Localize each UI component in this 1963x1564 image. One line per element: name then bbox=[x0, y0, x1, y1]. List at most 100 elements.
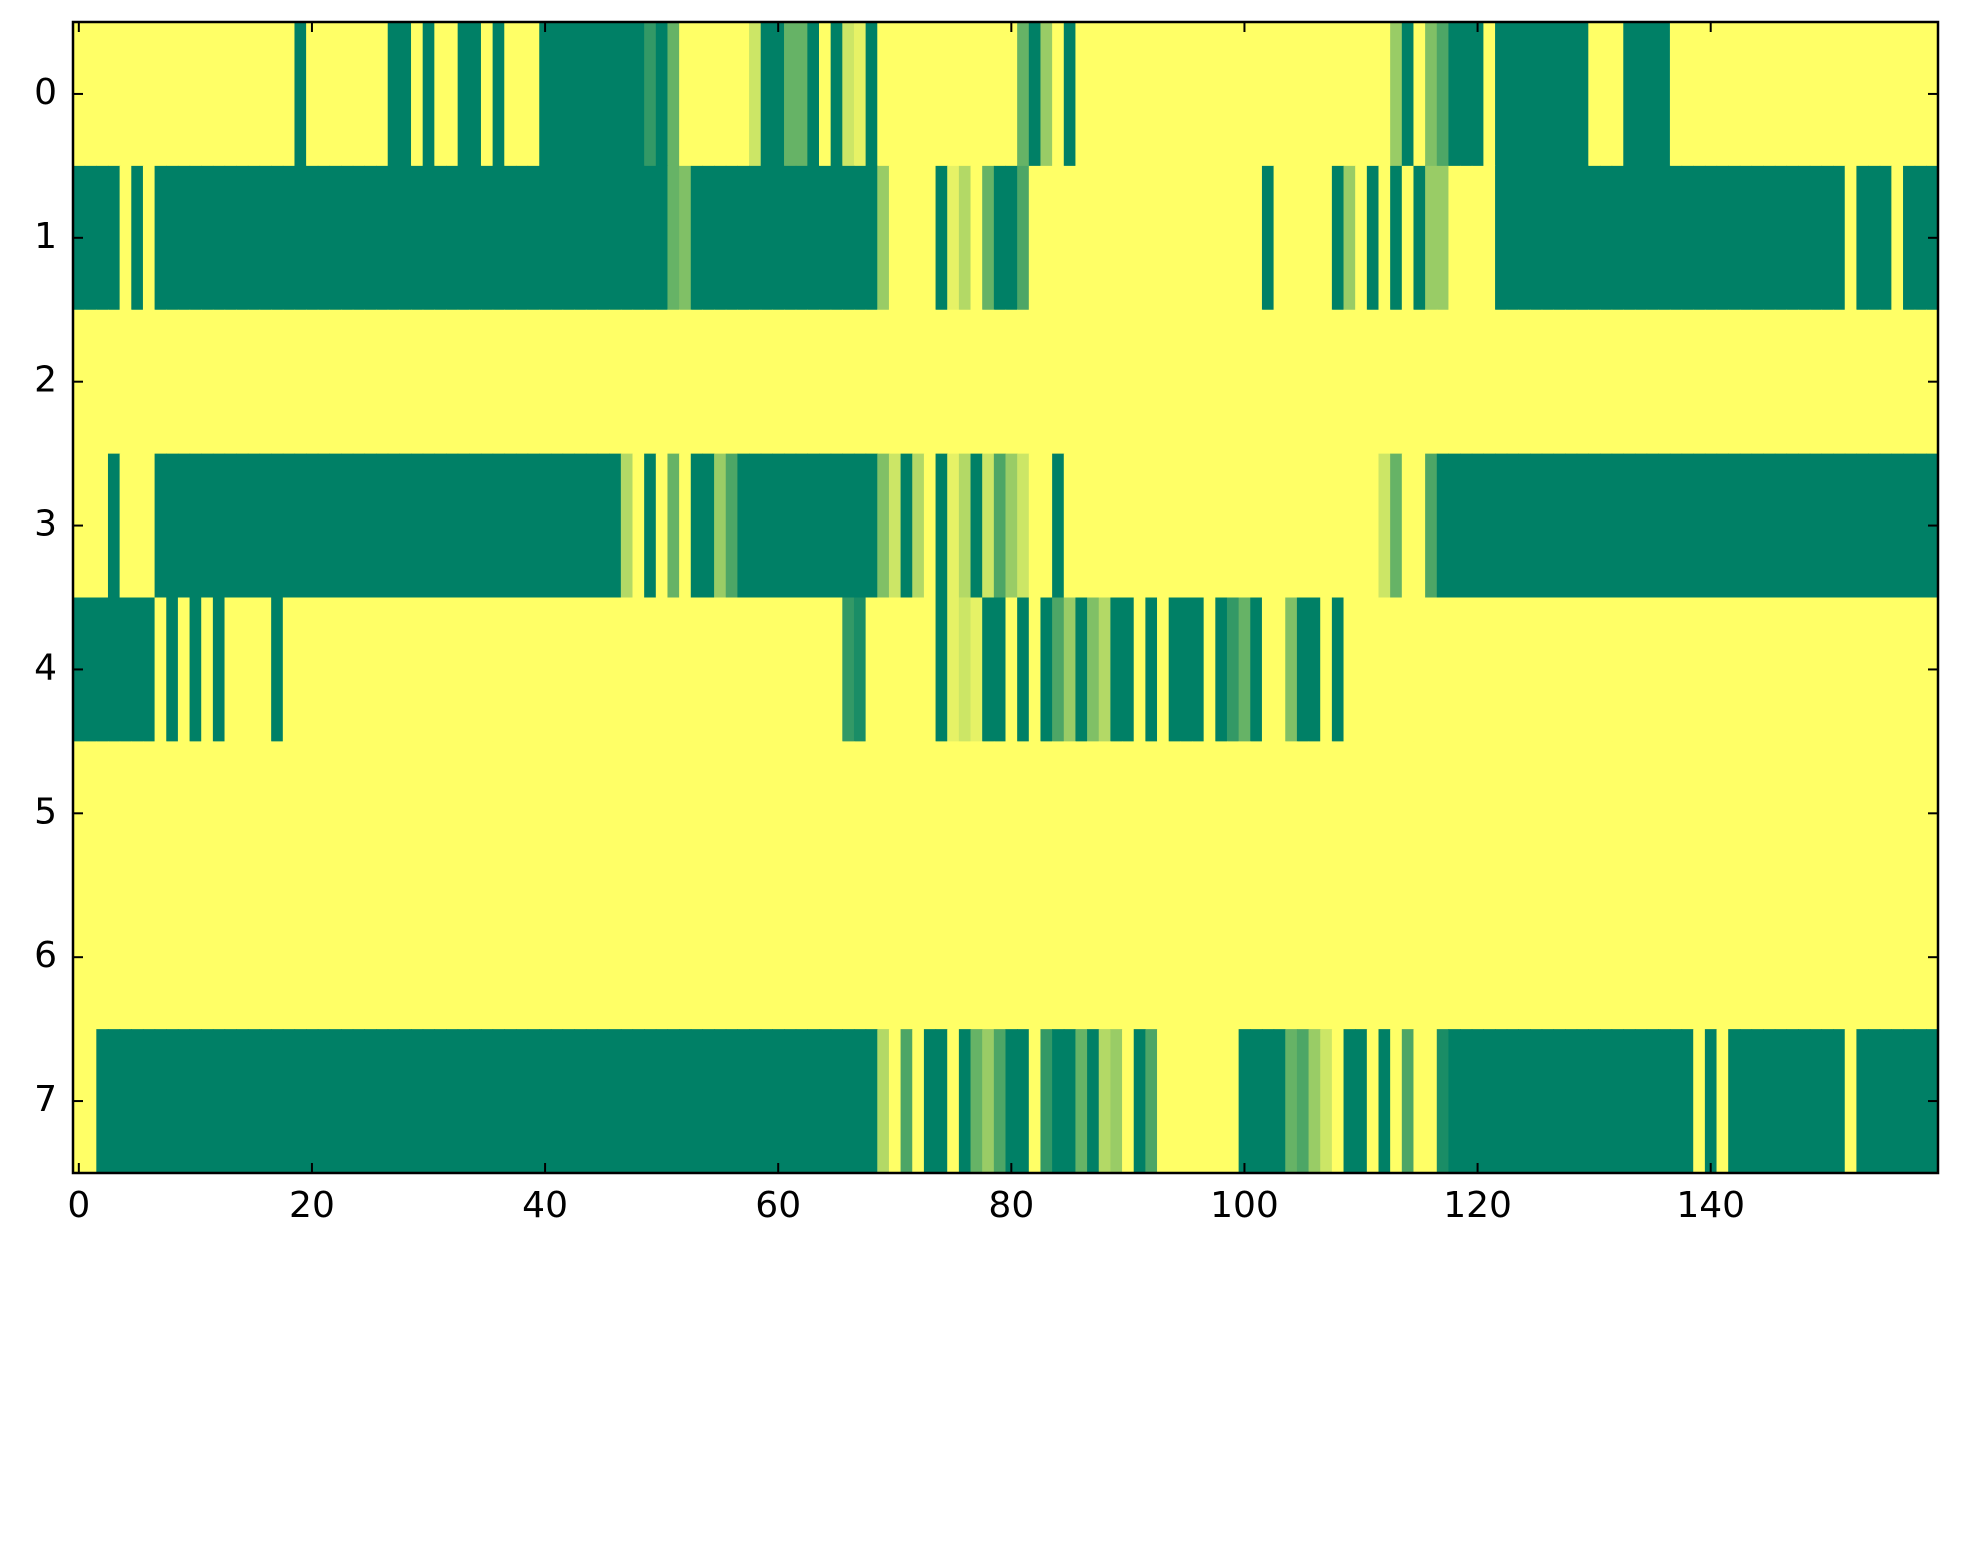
cell bbox=[224, 885, 237, 1030]
cell bbox=[1681, 165, 1694, 311]
cell bbox=[1599, 741, 1613, 886]
cell bbox=[853, 597, 867, 742]
cell bbox=[888, 22, 902, 167]
cell bbox=[562, 165, 575, 311]
cell bbox=[1401, 165, 1415, 311]
cell bbox=[492, 885, 505, 1030]
cell bbox=[830, 741, 843, 886]
cell bbox=[1471, 741, 1485, 886]
cell bbox=[177, 741, 191, 886]
cell bbox=[189, 597, 202, 742]
cell bbox=[306, 453, 319, 599]
cell bbox=[119, 453, 132, 599]
cell bbox=[1273, 453, 1286, 599]
cell bbox=[877, 22, 890, 167]
cell bbox=[1355, 453, 1368, 599]
cell bbox=[912, 1029, 925, 1174]
cell bbox=[690, 22, 704, 167]
cell bbox=[900, 741, 913, 886]
cell bbox=[1774, 1029, 1788, 1174]
cell bbox=[1541, 1029, 1554, 1174]
cell bbox=[1798, 165, 1811, 311]
cell bbox=[1122, 597, 1135, 742]
cell bbox=[177, 885, 191, 1030]
cell bbox=[1518, 453, 1531, 599]
cell bbox=[1611, 22, 1624, 167]
cell bbox=[1565, 597, 1578, 742]
cell bbox=[1366, 741, 1380, 886]
cell bbox=[469, 1029, 482, 1174]
cell bbox=[807, 453, 820, 599]
cell bbox=[772, 309, 785, 455]
cell bbox=[1646, 1029, 1659, 1174]
cell bbox=[1599, 1029, 1613, 1174]
cell bbox=[1390, 885, 1403, 1030]
cell bbox=[201, 309, 214, 455]
cell bbox=[574, 1029, 587, 1174]
cell bbox=[550, 885, 564, 1030]
cell bbox=[784, 309, 797, 455]
cell bbox=[352, 22, 366, 167]
cell bbox=[1786, 22, 1799, 167]
cell bbox=[154, 309, 167, 455]
cell bbox=[830, 885, 843, 1030]
cell bbox=[177, 453, 191, 599]
cell bbox=[1425, 1029, 1438, 1174]
cell bbox=[1623, 309, 1636, 455]
cell bbox=[1495, 165, 1508, 311]
cell bbox=[142, 885, 156, 1030]
cell bbox=[993, 309, 1007, 455]
cell bbox=[1658, 885, 1671, 1030]
cell bbox=[434, 741, 447, 886]
cell bbox=[1716, 597, 1729, 742]
cell bbox=[1565, 309, 1578, 455]
cell bbox=[749, 1029, 762, 1174]
cell bbox=[772, 885, 785, 1030]
cell bbox=[679, 597, 692, 742]
cell bbox=[189, 453, 202, 599]
cell bbox=[1856, 165, 1869, 311]
cell bbox=[1868, 165, 1881, 311]
cell bbox=[737, 165, 750, 311]
cell bbox=[667, 1029, 680, 1174]
cell bbox=[842, 309, 855, 455]
cell bbox=[317, 22, 331, 167]
cell bbox=[1576, 453, 1589, 599]
cell bbox=[1634, 165, 1648, 311]
cell bbox=[1506, 22, 1519, 167]
cell bbox=[364, 885, 377, 1030]
cell bbox=[737, 1029, 750, 1174]
cell bbox=[667, 309, 680, 455]
cell bbox=[749, 741, 762, 886]
cell bbox=[107, 741, 121, 886]
cell bbox=[1751, 885, 1764, 1030]
cell bbox=[1413, 597, 1426, 742]
cell bbox=[1634, 309, 1648, 455]
cell bbox=[1658, 597, 1671, 742]
cell bbox=[865, 597, 878, 742]
cell bbox=[1075, 309, 1088, 455]
cell bbox=[1098, 885, 1112, 1030]
cell bbox=[1238, 453, 1251, 599]
cell bbox=[387, 453, 400, 599]
cell bbox=[784, 741, 797, 886]
cell bbox=[1005, 885, 1018, 1030]
cell bbox=[1273, 741, 1286, 886]
cell bbox=[1448, 22, 1461, 167]
cell bbox=[1506, 1029, 1519, 1174]
cell bbox=[119, 1029, 132, 1174]
cell bbox=[1063, 165, 1077, 311]
cell bbox=[1320, 597, 1333, 742]
cell bbox=[1588, 885, 1601, 1030]
cell bbox=[1122, 309, 1135, 455]
cell bbox=[842, 22, 855, 167]
cell bbox=[224, 22, 237, 167]
cell bbox=[1634, 741, 1648, 886]
cell bbox=[1693, 22, 1706, 167]
cell bbox=[585, 741, 599, 886]
cell bbox=[515, 22, 529, 167]
cell bbox=[1098, 309, 1112, 455]
cell bbox=[632, 22, 645, 167]
cell bbox=[107, 22, 121, 167]
cell bbox=[422, 309, 435, 455]
